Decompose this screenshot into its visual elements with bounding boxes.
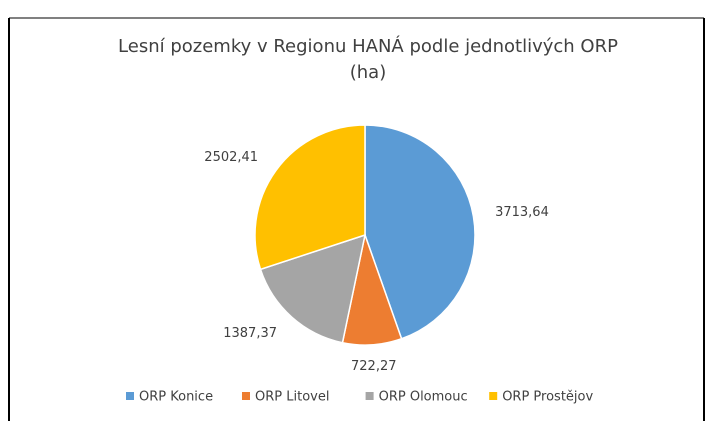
data-label: 722,27 — [351, 359, 397, 374]
chart-title: Lesní pozemky v Regionu HANÁ podle jedno… — [118, 35, 618, 57]
legend-swatch — [489, 392, 498, 400]
legend-label: ORP Litovel — [255, 390, 329, 405]
legend-swatch — [365, 392, 374, 400]
data-label: 1387,37 — [223, 326, 277, 341]
pie-slice — [259, 233, 366, 344]
legend-swatch — [242, 392, 250, 400]
chart-subtitle: (ha) — [350, 62, 386, 83]
legend-label: ORP Prostějov — [502, 390, 593, 405]
data-label: 2502,41 — [204, 150, 258, 165]
pie-slice — [254, 124, 366, 271]
data-label: 3713,64 — [495, 205, 549, 220]
legend-swatch — [126, 392, 134, 400]
legend-label: ORP Konice — [139, 390, 213, 405]
pie-slice — [364, 124, 476, 340]
caption-strip — [0, 0, 712, 14]
legend-label: ORP Olomouc — [379, 390, 468, 405]
